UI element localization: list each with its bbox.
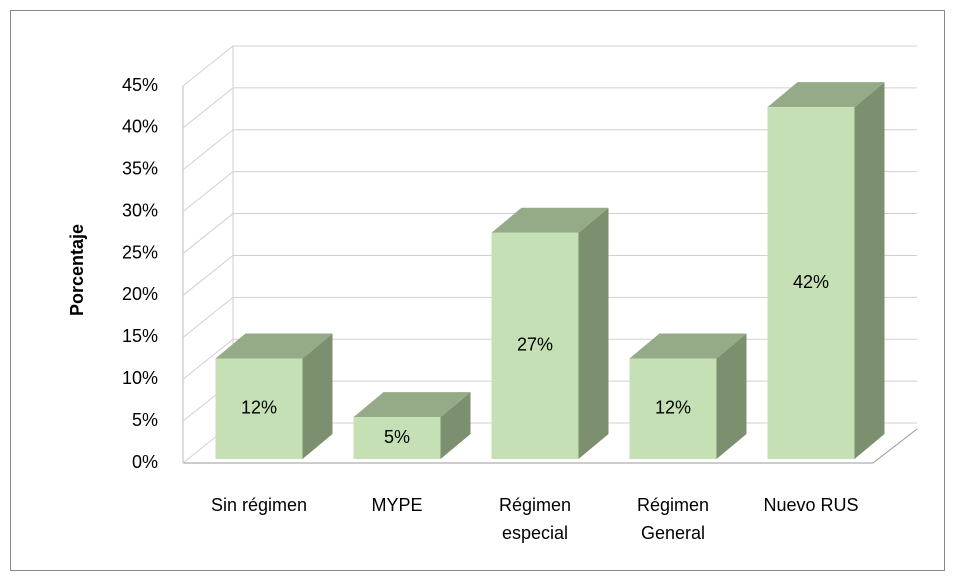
bar [215,358,303,459]
y-axis-label: Porcentaje [67,224,87,316]
bar-side [854,82,885,459]
x-tick-label: MYPE [371,495,423,515]
bar-side [302,333,333,459]
bar-top [353,392,471,418]
bar-top [491,207,609,233]
y-tick-label: 5% [132,410,158,430]
bar-top [767,82,885,108]
grid-line [182,129,917,171]
bar-side [716,333,747,459]
bar [353,417,441,459]
y-tick-label: 15% [122,326,158,346]
x-tick-label: Sin régimen [210,495,308,515]
bar-top [629,333,747,359]
grid-line [182,213,917,254]
grid-line [182,45,917,87]
y-tick-label: 20% [122,284,158,304]
data-label: 12% [655,397,691,417]
y-tick-label: 25% [122,242,158,262]
bar-side [440,392,471,459]
x-tick-label: Nuevo RUS [763,495,859,515]
bar [767,107,855,459]
y-tick-label: 40% [122,117,158,137]
bar-side [578,207,609,459]
data-label: 27% [517,335,553,355]
x-tick-label: Régimen General [636,495,710,543]
bar [491,232,579,459]
data-label: 5% [384,427,410,447]
grid-line [182,296,917,338]
grid-line [182,254,917,296]
bar [629,358,717,459]
grid-line [182,171,917,213]
grid-line [182,87,917,129]
y-tick-label: 10% [122,368,158,388]
data-label: 12% [241,397,277,417]
data-label: 42% [793,272,829,292]
y-tick-label: 0% [132,452,158,472]
y-tick-label: 30% [122,200,158,220]
y-tick-label: 35% [122,159,158,179]
y-tick-label: 45% [122,75,158,95]
bar-top [215,333,333,359]
x-tick-label: Régimen especial [498,495,572,543]
floor [183,428,918,464]
